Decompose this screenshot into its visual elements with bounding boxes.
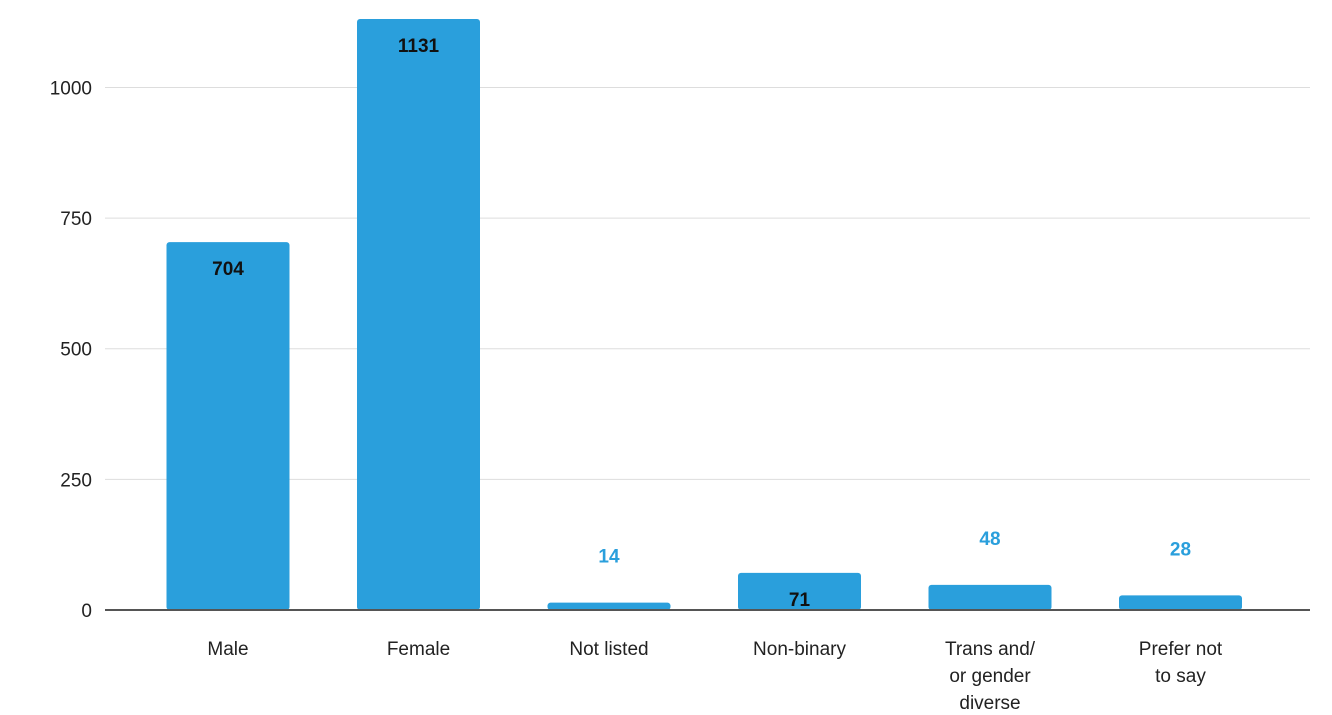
- x-category-label: Non-binary: [753, 639, 846, 660]
- data-label: 14: [598, 547, 620, 568]
- x-category-label: to say: [1155, 666, 1206, 687]
- x-category-label: Not listed: [569, 639, 648, 660]
- y-tick-label: 1000: [50, 78, 92, 99]
- x-category-label: Male: [207, 639, 248, 660]
- data-label: 704: [212, 259, 244, 280]
- x-category-label: Prefer not: [1139, 639, 1223, 660]
- y-axis: 0 250 500 750 1000: [50, 78, 92, 622]
- gridlines: [105, 86, 1310, 480]
- data-label: 71: [789, 590, 811, 611]
- x-category-label: or gender: [949, 666, 1031, 687]
- bars: [166, 19, 1242, 610]
- y-tick-label: 250: [60, 470, 92, 491]
- x-category-label: Trans and/: [945, 639, 1036, 660]
- y-tick-label: 0: [81, 601, 92, 622]
- bar: [738, 572, 861, 610]
- bar: [357, 19, 480, 610]
- bar: [1119, 595, 1242, 610]
- data-labels: 704 1131 14 71 48 28: [212, 36, 1191, 611]
- bar: [166, 242, 290, 610]
- x-category-label: Female: [387, 639, 450, 660]
- y-tick-label: 750: [60, 209, 92, 230]
- x-category-label: diverse: [959, 693, 1020, 714]
- bar: [928, 584, 1052, 610]
- bar: [547, 602, 671, 610]
- y-tick-label: 500: [60, 340, 92, 361]
- x-axis: Male Female Not listed Non-binary Trans and/…: [105, 609, 1310, 714]
- data-label: 28: [1170, 539, 1191, 560]
- data-label: 48: [979, 529, 1000, 550]
- data-label: 1131: [398, 36, 440, 57]
